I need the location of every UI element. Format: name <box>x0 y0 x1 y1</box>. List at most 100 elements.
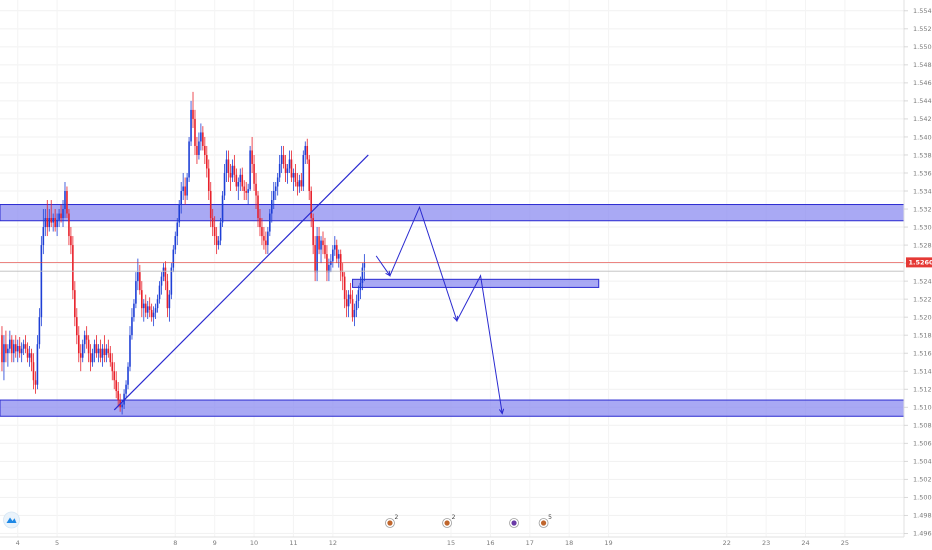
candle-body <box>223 172 226 196</box>
candle-body <box>16 345 19 352</box>
candle-body <box>38 317 41 345</box>
candle-body <box>267 231 269 246</box>
candle-body <box>123 393 125 405</box>
candle-body <box>194 118 196 146</box>
candle-body <box>233 165 236 175</box>
candle-body <box>135 281 137 304</box>
candle <box>269 209 271 237</box>
candle-body <box>42 227 45 246</box>
lower-support-zone[interactable] <box>0 399 905 417</box>
upper-resistance-zone[interactable] <box>0 204 905 222</box>
candle-body <box>81 344 84 358</box>
candle <box>355 294 358 318</box>
candle-body <box>52 218 54 223</box>
candle-body <box>241 174 244 187</box>
candle-body <box>172 249 175 268</box>
candle-body <box>14 344 17 352</box>
candle <box>52 213 54 232</box>
candle <box>219 218 222 246</box>
event-2-marker-icon[interactable]: 2 <box>442 514 456 528</box>
candle <box>202 126 204 151</box>
candle <box>14 335 17 358</box>
candle-body <box>9 339 11 349</box>
candle-body <box>180 191 182 205</box>
candle <box>26 342 29 363</box>
candle-body <box>176 222 179 237</box>
candle-body <box>357 290 360 301</box>
candle-body <box>12 344 15 354</box>
candle-body <box>105 348 108 355</box>
trendline[interactable] <box>113 154 369 411</box>
event-1-marker-icon[interactable]: 2 <box>385 514 398 528</box>
candle <box>89 344 92 372</box>
candle <box>93 339 96 363</box>
candle <box>148 297 151 318</box>
candle-body <box>168 294 171 309</box>
candle <box>213 216 216 246</box>
candle <box>326 245 328 282</box>
candle <box>359 276 362 300</box>
candle <box>137 258 139 291</box>
candle <box>351 290 354 322</box>
candle-body <box>121 404 123 408</box>
candle <box>146 300 149 319</box>
candle-body <box>56 219 58 228</box>
candle <box>231 159 234 183</box>
event-count: 2 <box>394 514 398 521</box>
candle <box>229 163 232 192</box>
candle <box>345 290 348 318</box>
candle <box>133 299 135 322</box>
candle-body <box>20 348 23 354</box>
x-tick-label: 24 <box>801 539 809 547</box>
candle <box>83 330 86 354</box>
event-4-marker-icon[interactable]: 5 <box>538 514 552 528</box>
candle-body <box>125 384 127 394</box>
candle <box>337 249 340 268</box>
candle-body <box>76 317 78 336</box>
current-price-tag: 1.52608 <box>906 257 932 268</box>
mid-support-zone[interactable] <box>352 278 600 288</box>
candle-body <box>215 236 218 246</box>
candle <box>164 261 167 291</box>
candle-body <box>54 218 56 228</box>
event-3-marker-icon[interactable] <box>509 518 519 528</box>
candle <box>50 200 53 228</box>
candle-body <box>308 159 311 192</box>
candle-body <box>341 272 344 277</box>
candle-body <box>251 150 253 164</box>
y-tick-label: 1.52000 <box>913 313 932 321</box>
candle <box>9 330 11 354</box>
candle <box>227 150 230 183</box>
candle <box>24 335 27 354</box>
candle <box>223 163 226 201</box>
candle-body <box>95 344 98 354</box>
candle <box>105 344 108 363</box>
y-axis: 1.55400 1.55200 1.55000 1.54800 1.54600 1.544… <box>903 0 932 538</box>
candle <box>196 136 198 164</box>
candle-body <box>11 339 13 354</box>
candle <box>347 290 350 318</box>
candle <box>304 141 307 164</box>
candle <box>251 136 253 173</box>
candle-body <box>316 236 318 273</box>
candle <box>1 326 3 372</box>
candle <box>60 204 62 223</box>
candle <box>22 339 25 355</box>
candle <box>95 335 98 358</box>
candle <box>209 182 212 228</box>
projection-path[interactable] <box>375 205 503 414</box>
candle <box>72 236 74 300</box>
candle-body <box>324 245 326 255</box>
candle <box>11 335 13 363</box>
candle <box>129 326 131 372</box>
candle-body <box>70 236 72 246</box>
y-tick-label: 1.50800 <box>913 422 932 430</box>
candle <box>215 227 218 255</box>
x-tick-label: 4 <box>16 539 20 547</box>
candle-body <box>265 240 267 246</box>
y-tick-label: 1.52200 <box>913 295 932 303</box>
candle-body <box>148 306 151 310</box>
candle <box>294 163 297 187</box>
candle-body <box>89 353 92 363</box>
